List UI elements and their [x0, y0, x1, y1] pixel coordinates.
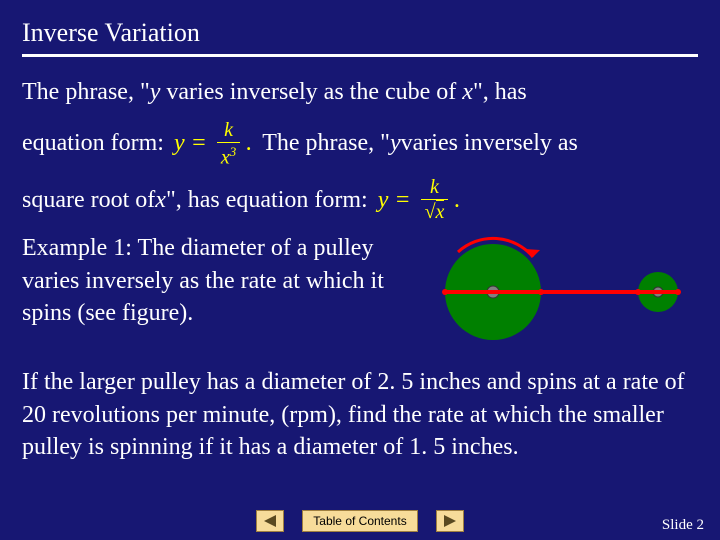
- prev-button[interactable]: [256, 510, 284, 532]
- text-frag: ", has: [473, 79, 527, 105]
- formula-lhs: y: [378, 183, 389, 218]
- text-frag: ", has equation form:: [166, 183, 368, 218]
- formula-eq: =: [191, 126, 207, 161]
- text-frag: varies inversely as the cube of: [160, 79, 462, 105]
- var-y: y: [390, 126, 401, 161]
- text-line-2: equation form: y = k x3 . The phrase, "y…: [22, 120, 698, 168]
- belt-end: [675, 289, 681, 295]
- toc-button[interactable]: Table of Contents: [302, 510, 417, 532]
- text-line-1: The phrase, "y varies inversely as the c…: [22, 75, 698, 110]
- formula-den: √x: [421, 200, 449, 222]
- formula-num: k: [217, 120, 240, 143]
- text-frag: varies inversely as: [401, 126, 578, 161]
- formula-num: k: [421, 177, 449, 200]
- pulley-figure: [428, 232, 698, 352]
- slide-number: Slide 2: [662, 517, 704, 534]
- formula-cube: y = k x3 .: [174, 120, 252, 168]
- text-line-3: square root of x", has equation form: y …: [22, 177, 698, 222]
- var-x: x: [155, 183, 166, 218]
- text-frag: The phrase, ": [262, 126, 390, 161]
- var-x: x: [462, 79, 473, 105]
- next-button[interactable]: [436, 510, 464, 532]
- footer-nav: Table of Contents: [0, 510, 720, 532]
- belt-end: [442, 289, 448, 295]
- text-frag: equation form:: [22, 126, 164, 161]
- text-frag: The phrase, ": [22, 79, 150, 105]
- example-label: Example 1:: [22, 235, 138, 261]
- text-frag: square root of: [22, 183, 155, 218]
- slide-title: Inverse Variation: [22, 18, 698, 57]
- triangle-left-icon: [262, 514, 278, 528]
- formula-fraction: k √x: [421, 177, 449, 222]
- belt-point: [538, 289, 544, 295]
- problem-text: If the larger pulley has a diameter of 2…: [22, 366, 698, 463]
- formula-eq: =: [394, 183, 410, 218]
- formula-lhs: y: [174, 126, 185, 161]
- formula-den: x3: [217, 143, 240, 168]
- example-row: Example 1: The diameter of a pulley vari…: [22, 232, 698, 352]
- belt-point: [635, 289, 641, 295]
- var-y: y: [150, 79, 161, 105]
- example-text: Example 1: The diameter of a pulley vari…: [22, 232, 418, 329]
- formula-dot: .: [454, 183, 460, 218]
- formula-fraction: k x3: [217, 120, 240, 168]
- triangle-right-icon: [442, 514, 458, 528]
- formula-sqrt: y = k √x .: [378, 177, 461, 222]
- formula-dot: .: [246, 126, 252, 161]
